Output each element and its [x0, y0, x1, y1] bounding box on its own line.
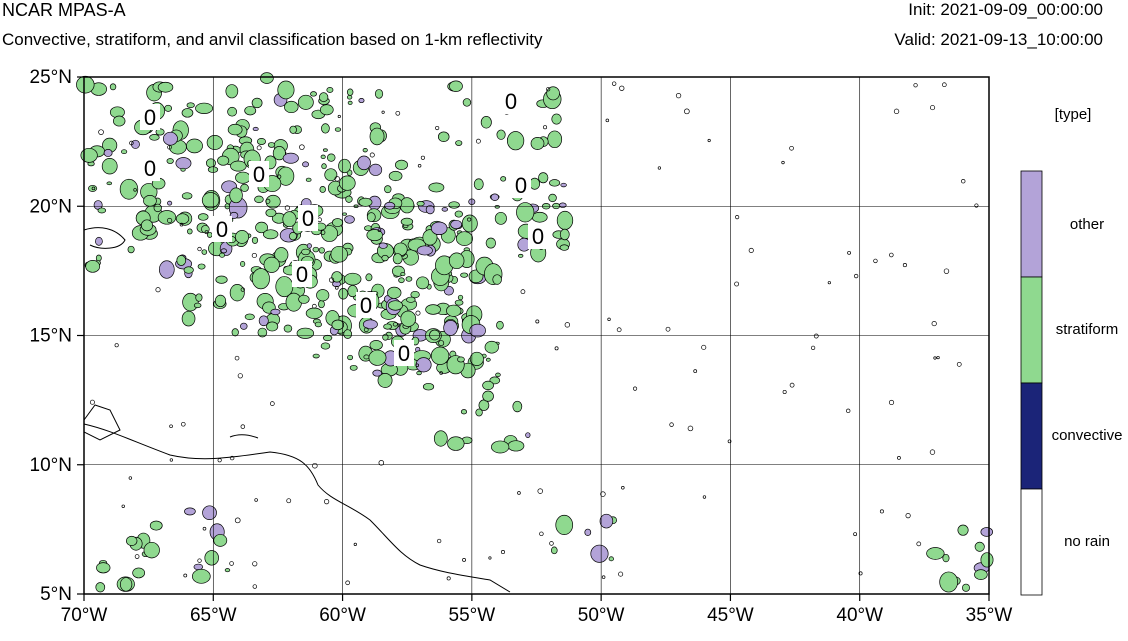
lon-tick-label: 35°W	[966, 605, 1013, 626]
legend-colorbar	[1020, 170, 1043, 596]
legend-title: [type]	[1054, 106, 1092, 123]
contour-label: 0	[532, 224, 544, 249]
contour-label: 0	[253, 162, 265, 187]
figure-title: NCAR MPAS-A	[2, 0, 126, 20]
lat-tick-label: 5°N	[40, 584, 72, 605]
contour-label: 0	[302, 206, 314, 231]
lat-tick-label: 15°N	[30, 326, 72, 347]
legend-swatch	[1020, 488, 1043, 596]
lon-tick-label: 60°W	[319, 605, 366, 626]
lon-tick-label: 45°W	[707, 605, 754, 626]
contour-labels: 0 0 0 0 0 0 0 0 0 0 0	[140, 88, 548, 366]
lon-tick-label: 40°W	[836, 605, 883, 626]
lat-tick-label: 20°N	[30, 196, 72, 217]
contour-label: 0	[296, 262, 308, 287]
contour-label: 0	[360, 293, 372, 318]
rain-areas	[76, 72, 994, 593]
gridlines	[84, 77, 989, 594]
lat-tick-label: 25°N	[30, 67, 72, 88]
contour-label: 0	[515, 173, 527, 198]
lon-tick-label: 50°W	[578, 605, 625, 626]
init-time-label: Init: 2021-09-09_00:00:00	[908, 0, 1103, 19]
contour-label: 0	[216, 217, 228, 242]
contour-label: 0	[398, 341, 410, 366]
latitude-ticks: 25°N 20°N 15°N 10°N 5°N	[30, 67, 84, 605]
legend-label-other: other	[1069, 216, 1105, 233]
lon-tick-label: 70°W	[61, 605, 108, 626]
lat-tick-label: 10°N	[30, 455, 72, 476]
contour-label: 0	[144, 105, 156, 130]
longitude-ticks: 70°W 65°W 60°W 55°W 50°W 45°W 40°W 35°W	[61, 594, 1013, 626]
lon-tick-label: 55°W	[449, 605, 496, 626]
contour-label: 0	[505, 89, 517, 114]
contour-label: 0	[144, 156, 156, 181]
figure-subtitle: Convective, stratiform, and anvil classi…	[2, 30, 543, 49]
lon-tick-label: 65°W	[190, 605, 237, 626]
legend-label-no-rain: no rain	[1064, 533, 1110, 550]
valid-time-label: Valid: 2021-09-13_10:00:00	[894, 30, 1103, 49]
legend-label-stratiform: stratiform	[1055, 321, 1119, 338]
legend-label-convective: convective	[1051, 427, 1123, 444]
